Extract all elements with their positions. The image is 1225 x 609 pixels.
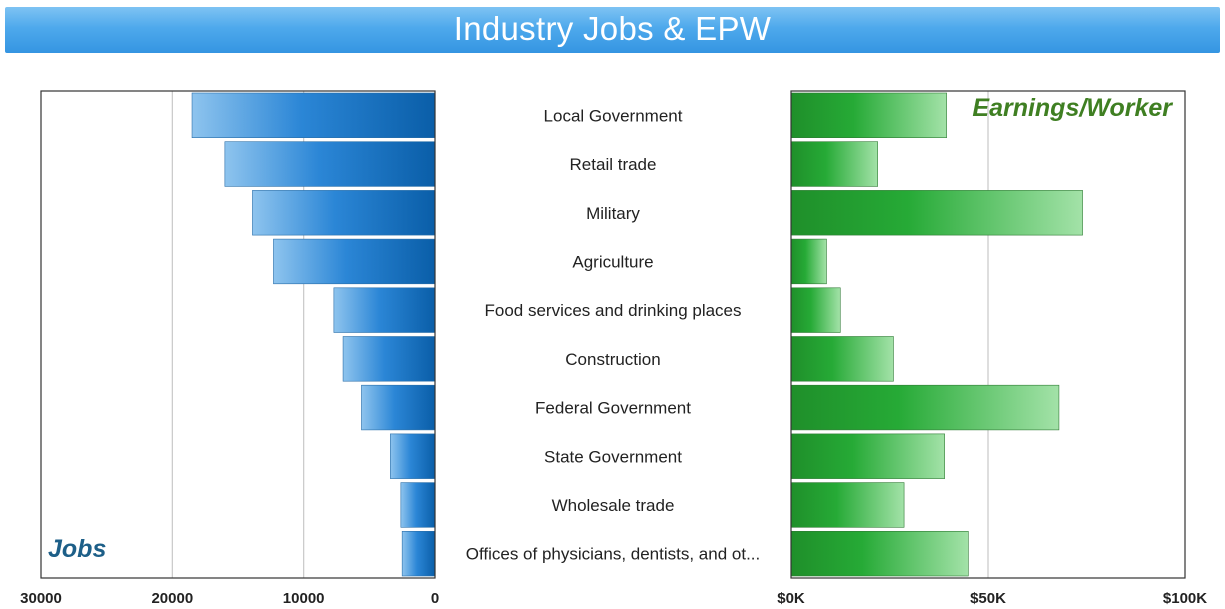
title-bar: Industry Jobs & EPW bbox=[5, 7, 1220, 53]
jobs-bar bbox=[342, 336, 436, 382]
jobs-bar bbox=[252, 190, 436, 236]
jobs-bar bbox=[333, 287, 436, 333]
jobs-bar bbox=[224, 141, 436, 187]
earnings-bar bbox=[790, 141, 878, 187]
category-label: Wholesale trade bbox=[552, 496, 675, 515]
jobs-panel-label: Jobs bbox=[48, 535, 106, 563]
jobs-bar bbox=[273, 238, 436, 285]
earnings-bar bbox=[790, 433, 945, 479]
earnings-plot-frame bbox=[790, 90, 1186, 579]
jobs-tick-label: 20000 bbox=[151, 590, 193, 607]
earnings-tick-label: $100K bbox=[1163, 590, 1207, 607]
jobs-tick-label: 10000 bbox=[283, 590, 325, 607]
earnings-bar bbox=[790, 238, 827, 285]
earnings-bar bbox=[790, 190, 1083, 236]
jobs-bar bbox=[390, 433, 436, 479]
jobs-plot-frame bbox=[40, 90, 436, 579]
jobs-bar bbox=[191, 92, 436, 139]
jobs-bar bbox=[361, 384, 436, 431]
jobs-panel: 30000 20000 10000 0 Jobs bbox=[20, 90, 439, 607]
category-label: Military bbox=[586, 204, 640, 223]
earnings-bar bbox=[790, 336, 894, 382]
earnings-panel: $0K $50K $100K Earnings/Worker bbox=[777, 90, 1207, 607]
earnings-bar bbox=[790, 530, 969, 577]
category-label: Local Government bbox=[544, 106, 683, 125]
category-label: State Government bbox=[544, 447, 682, 466]
jobs-bar bbox=[400, 482, 436, 528]
earnings-panel-label: Earnings/Worker bbox=[972, 94, 1173, 122]
jobs-tick-label: 30000 bbox=[20, 590, 62, 607]
earnings-bar bbox=[790, 92, 947, 139]
category-label: Retail trade bbox=[570, 155, 657, 174]
jobs-tick-label: 0 bbox=[431, 590, 439, 607]
earnings-bar bbox=[790, 482, 905, 528]
category-label: Food services and drinking places bbox=[484, 301, 741, 320]
earnings-bar bbox=[790, 384, 1060, 431]
chart-title: Industry Jobs & EPW bbox=[453, 10, 772, 47]
category-label: Construction bbox=[565, 350, 660, 369]
earnings-tick-label: $0K bbox=[777, 590, 805, 607]
jobs-bar bbox=[401, 530, 436, 577]
category-labels: Local Government Retail trade Military Agri… bbox=[466, 106, 761, 563]
category-label: Offices of physicians, dentists, and ot.… bbox=[466, 545, 761, 564]
category-label: Federal Government bbox=[535, 399, 691, 418]
earnings-tick-label: $50K bbox=[970, 590, 1006, 607]
category-label: Agriculture bbox=[572, 252, 653, 271]
earnings-bar bbox=[790, 287, 841, 333]
